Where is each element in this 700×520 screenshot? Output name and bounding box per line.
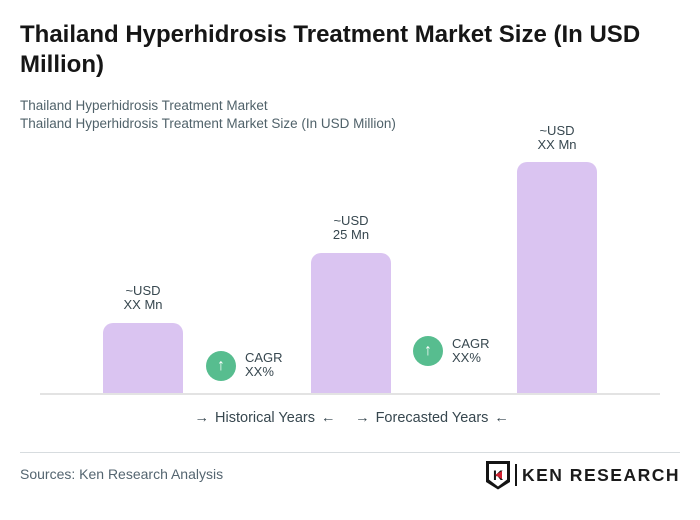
cagr-line1: CAGR <box>452 336 490 351</box>
bar-value-line1: ~USD <box>125 283 161 298</box>
logo-shield-mark: K <box>486 460 510 490</box>
right-arrow-icon: → <box>194 410 210 426</box>
cagr-line2: XX% <box>452 350 481 365</box>
cagr-line2: XX% <box>245 364 274 379</box>
left-arrow-icon: ← <box>320 410 336 426</box>
sources-note: Sources: Ken Research Analysis <box>20 466 224 482</box>
cagr-badge: ↑ <box>206 351 236 381</box>
axis-annotation-text: Historical Years <box>215 410 315 426</box>
subtitle-line-1: Thailand Hyperhidrosis Treatment Market <box>20 98 268 113</box>
up-arrow-icon: ↑ <box>217 357 225 374</box>
logo-red-wedge-icon <box>495 470 502 479</box>
bar-value-line1: ~USD <box>539 123 575 138</box>
bar-value-line2: 25 Mn <box>332 227 370 242</box>
axis-annotation-historical: → Historical Years ← <box>155 410 375 426</box>
bar-current <box>311 253 391 393</box>
footer-divider <box>20 452 680 453</box>
cagr-label: CAGR XX% <box>245 351 283 379</box>
axis-annotation-text: Forecasted Years <box>375 410 489 426</box>
bar-forecast <box>517 162 597 393</box>
right-arrow-icon: → <box>355 410 370 426</box>
page-title: Thailand Hyperhidrosis Treatment Market … <box>20 21 641 78</box>
up-arrow-icon: ↑ <box>424 342 432 359</box>
subtitle-line-2: Thailand Hyperhidrosis Treatment Market … <box>20 116 396 131</box>
logo-wordmark: KEN RESEARCH <box>522 464 681 485</box>
bar-value-label: ~USD 25 Mn <box>311 214 391 242</box>
chart-baseline <box>40 393 660 395</box>
bar-value-line1: ~USD <box>333 213 369 228</box>
cagr-line1: CAGR <box>245 350 283 365</box>
bar-value-line2: XX Mn <box>537 137 577 152</box>
axis-annotation-forecasted: → Forecasted Years ← <box>322 410 542 426</box>
ken-research-logo: K KEN RESEARCH <box>486 460 680 490</box>
chart-subtitle: Thailand Hyperhidrosis Treatment Market … <box>20 97 660 133</box>
cagr-badge: ↑ <box>413 336 443 366</box>
left-arrow-icon: ← <box>494 410 509 426</box>
bar-value-line2: XX Mn <box>123 297 163 312</box>
bar-value-label: ~USD XX Mn <box>103 284 183 312</box>
bar-value-label: ~USD XX Mn <box>517 124 597 152</box>
logo-divider-bar <box>515 464 517 486</box>
cagr-label: CAGR XX% <box>452 337 490 365</box>
bar-historical <box>103 323 183 393</box>
